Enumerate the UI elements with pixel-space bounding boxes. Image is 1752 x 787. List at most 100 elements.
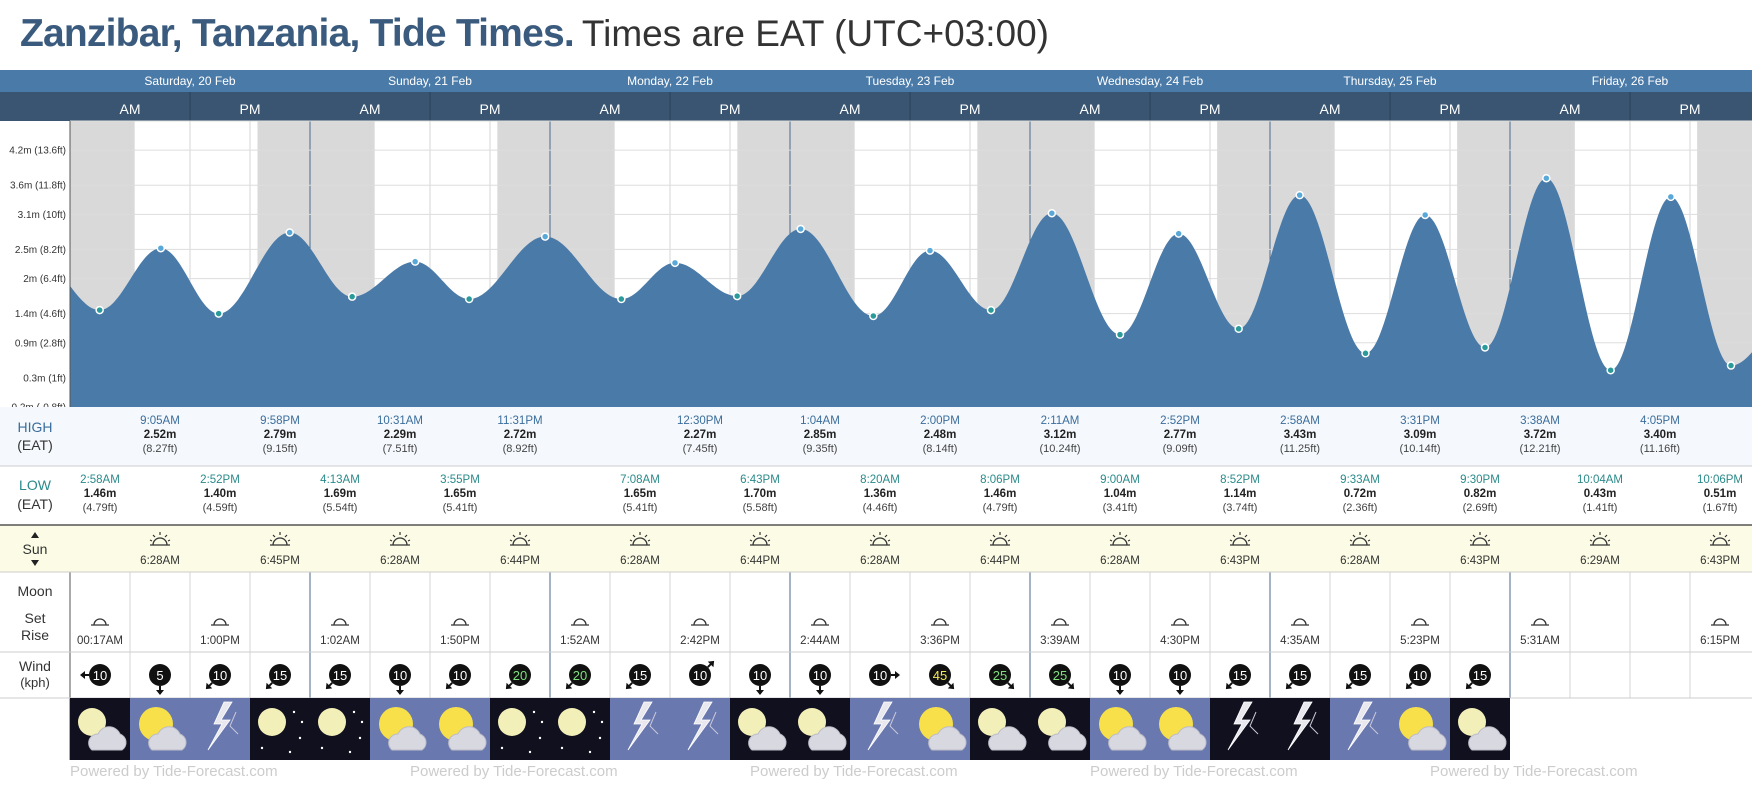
lightning-icon bbox=[610, 698, 670, 760]
wind-arrow-icon bbox=[156, 686, 164, 695]
low-tide-height-ft: (2.36ft) bbox=[1343, 502, 1378, 514]
y-axis-background bbox=[0, 121, 70, 407]
low-tide-time: 10:06PM bbox=[1697, 474, 1743, 486]
low-tide-height: 1.46m bbox=[84, 488, 117, 500]
wind-badge bbox=[869, 664, 891, 686]
high-tide-height: 2.72m bbox=[504, 429, 537, 441]
am-label: AM bbox=[360, 101, 381, 117]
high-tide-time: 9:58PM bbox=[260, 415, 300, 427]
wind-speed: 5 bbox=[156, 668, 163, 683]
high-tide-height-ft: (9.35ft) bbox=[803, 443, 838, 455]
wind-speed: 10 bbox=[1173, 668, 1187, 683]
moon-event-icon bbox=[1171, 618, 1189, 626]
wind-badge bbox=[389, 664, 411, 686]
wind-arrow-icon bbox=[505, 682, 513, 690]
wind-indicator: 25 bbox=[1049, 664, 1075, 690]
sun-cloud-icon bbox=[910, 698, 970, 760]
wind-arrow-icon bbox=[325, 682, 333, 690]
sunrise-icon bbox=[1109, 532, 1131, 546]
high-tide-time: 12:30PM bbox=[677, 415, 723, 427]
high-tide-height: 2.27m bbox=[684, 429, 717, 441]
sunrise-icon bbox=[1589, 532, 1611, 546]
high-row-label: HIGH bbox=[18, 419, 53, 435]
wind-speed: 15 bbox=[333, 668, 347, 683]
timezone-note: Times are EAT (UTC+03:00) bbox=[581, 13, 1049, 54]
low-tide-point bbox=[1726, 361, 1736, 370]
low-tide-height: 0.51m bbox=[1704, 488, 1737, 500]
am-label: AM bbox=[1320, 101, 1341, 117]
wind-speed: 10 bbox=[693, 668, 707, 683]
high-tide-height: 2.48m bbox=[924, 429, 957, 441]
low-tide-height: 1.65m bbox=[444, 488, 477, 500]
sunset-time: 6:44PM bbox=[980, 555, 1020, 567]
sunset-icon bbox=[749, 532, 771, 546]
low-tide-point bbox=[869, 311, 878, 321]
low-tide-height-ft: (4.79ft) bbox=[983, 502, 1018, 514]
moon-event-icon bbox=[931, 618, 949, 626]
low-tide-point bbox=[1115, 330, 1125, 339]
high-tide-height-ft: (10.14ft) bbox=[1400, 443, 1441, 455]
high-tide-time: 9:05AM bbox=[140, 415, 180, 427]
sun-row-label: Sun bbox=[23, 541, 48, 557]
sunset-icon bbox=[1229, 532, 1251, 546]
sunrise-time: 6:28AM bbox=[140, 555, 180, 567]
wind-arrow-icon bbox=[947, 682, 955, 690]
moon-event-icon bbox=[1531, 618, 1549, 626]
wind-arrow-icon bbox=[756, 686, 764, 695]
wind-badge bbox=[989, 664, 1011, 686]
moon-event-icon bbox=[571, 618, 589, 626]
moon-stars-icon bbox=[310, 698, 370, 760]
high-tide-time: 2:52PM bbox=[1160, 415, 1200, 427]
high-tide-height: 2.29m bbox=[384, 429, 417, 441]
high-tide-time: 3:31PM bbox=[1400, 415, 1440, 427]
moon-event-time: 4:30PM bbox=[1160, 635, 1200, 647]
moon-event-icon bbox=[211, 618, 229, 626]
moon-set-label: Set bbox=[24, 610, 45, 626]
wind-arrow-icon bbox=[1007, 682, 1015, 690]
wind-arrow-icon bbox=[625, 682, 633, 690]
sun-cloud-icon bbox=[1090, 698, 1150, 760]
sunset-time: 6:44PM bbox=[740, 555, 780, 567]
low-tide-height-ft: (4.59ft) bbox=[203, 502, 238, 514]
watermark-text: Powered by Tide-Forecast.com bbox=[1090, 763, 1298, 780]
moon-event-time: 3:39AM bbox=[1040, 635, 1080, 647]
wind-arrow-icon bbox=[80, 671, 89, 679]
moon-cloud-icon bbox=[790, 698, 850, 760]
low-tide-height: 1.04m bbox=[1104, 488, 1137, 500]
low-tide-height-ft: (5.54ft) bbox=[323, 502, 358, 514]
wind-arrow-icon bbox=[1405, 682, 1413, 690]
high-tide-height: 3.40m bbox=[1644, 429, 1677, 441]
wind-badge bbox=[569, 664, 591, 686]
page-title: Zanzibar, Tanzania, Tide Times. Times are… bbox=[20, 12, 1049, 62]
wind-speed: 10 bbox=[1413, 668, 1427, 683]
sunset-time: 6:43PM bbox=[1700, 555, 1740, 567]
sunrise-icon bbox=[389, 532, 411, 546]
lightning-icon bbox=[1270, 698, 1330, 760]
low-tide-point bbox=[986, 305, 996, 315]
sunset-icon bbox=[1709, 532, 1731, 546]
sun-cloud-icon bbox=[130, 698, 190, 760]
wind-indicator: 45 bbox=[929, 664, 955, 690]
sunrise-time: 6:28AM bbox=[380, 555, 420, 567]
sun-cloud-icon bbox=[430, 698, 490, 760]
moon-cloud-icon bbox=[1030, 698, 1090, 760]
low-tide-time: 7:08AM bbox=[620, 474, 660, 486]
wind-badge bbox=[629, 664, 651, 686]
moon-event-time: 6:15PM bbox=[1700, 635, 1740, 647]
moon-event-time: 1:50PM bbox=[440, 635, 480, 647]
low-tide-height-ft: (1.41ft) bbox=[1583, 502, 1618, 514]
am-label: AM bbox=[1080, 101, 1101, 117]
wind-badge bbox=[1469, 664, 1491, 686]
day-label: Tuesday, 23 Feb bbox=[866, 74, 955, 88]
wind-arrow-icon bbox=[1225, 682, 1233, 690]
wind-arrow-icon bbox=[1345, 682, 1353, 690]
wind-indicator: 10 bbox=[689, 660, 715, 686]
wind-speed: 15 bbox=[273, 668, 287, 683]
high-tide-point bbox=[1174, 229, 1183, 238]
wind-badge bbox=[1289, 664, 1311, 686]
low-tide-point bbox=[1234, 324, 1243, 334]
wind-speed: 10 bbox=[453, 668, 467, 683]
low-tide-time: 8:52PM bbox=[1220, 474, 1260, 486]
moon-cloud-icon bbox=[1450, 698, 1510, 760]
